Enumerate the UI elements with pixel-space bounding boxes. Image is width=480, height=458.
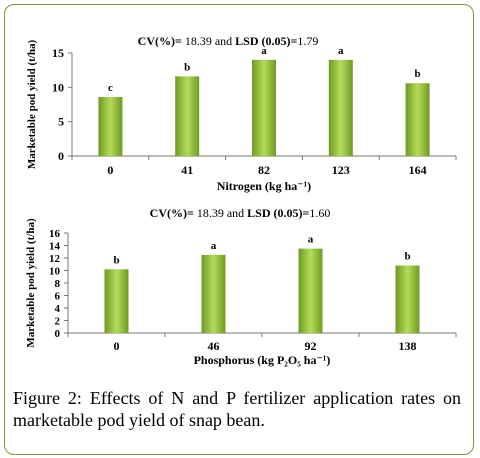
chart2-x-tick-label: 46 [208,339,220,353]
chart1-significance-letter: a [338,45,344,57]
chart1-y-tick-label: 15 [52,46,64,60]
chart2-y-tick-label: 14 [49,241,61,253]
chart2-y-tick-label: 8 [55,278,61,290]
chart1-x-tick-label: 0 [107,163,113,177]
chart1-x-tick-label: 164 [409,163,427,177]
chart2-y-tick-label: 10 [49,266,61,278]
chart2-x-tick-label: 0 [114,339,120,353]
chart1-y-axis-label: Marketable pod yield (t/ha) [26,40,38,170]
chart2-y-tick-label: 0 [55,328,61,340]
chart1-x-tick-label: 123 [332,163,350,177]
chart2-annotation: CV(%)= 18.39 and LSD (0.05)=1.60 [150,206,331,220]
chart2-y-tick-label: 12 [49,253,61,265]
chart2-y-tick-label: 2 [55,316,61,328]
chart1-bar [252,59,276,156]
chart1-bar [175,76,200,156]
chart1-significance-letter: c [108,82,113,94]
chart2-y-axis-label: Marketable pod yield (t/ha) [25,218,37,348]
chart1-significance-letter: b [415,68,421,80]
chart1-bar [98,96,123,156]
chart1-y-tick-label: 5 [58,115,64,129]
chart2-bar [104,269,129,333]
figure-caption: Figure 2: Effects of N and P fertilizer … [13,388,461,430]
chart2-significance-letter: b [113,254,119,266]
chart1-annotation: CV(%)= 18.39 and LSD (0.05)=1.79 [138,34,319,48]
chart1-significance-letter: b [184,61,190,73]
chart2-bar [395,265,420,333]
chart1-x-tick-label: 82 [258,163,270,177]
chart1-x-axis-label: Nitrogen (kg ha⁻¹) [217,179,311,193]
chart2-bar [298,248,323,333]
figure-frame [4,4,474,455]
chart2-x-tick-label: 138 [399,339,417,353]
chart1-significance-letter: a [261,45,267,57]
chart2-y-tick-label: 4 [55,303,61,315]
chart1-bar [328,59,353,156]
chart2-y-tick-label: 16 [49,228,61,240]
chart2-y-tick-label: 6 [55,291,61,303]
chart2-x-axis-label: Phosphorus (kg P₂O₅ ha⁻¹) [194,353,331,367]
chart1-bar [405,83,430,156]
chart2-bar [201,254,226,333]
chart2-x-tick-label: 92 [305,339,317,353]
chart2-significance-letter: a [211,240,217,252]
chart1-y-tick-label: 0 [58,149,64,163]
chart2-significance-letter: b [404,251,410,263]
chart1-y-tick-label: 10 [52,80,64,94]
chart2-significance-letter: a [308,234,314,246]
chart1-x-tick-label: 41 [181,163,193,177]
